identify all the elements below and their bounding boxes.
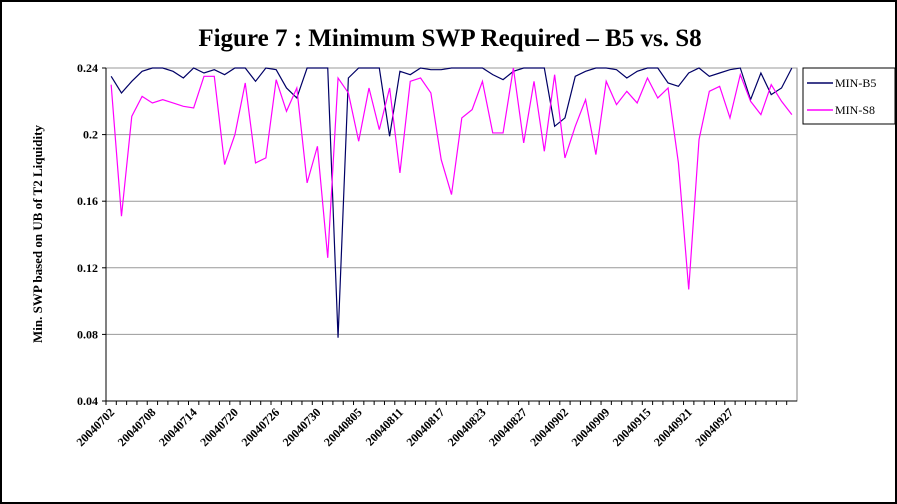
chart-title: Figure 7 : Minimum SWP Required – B5 vs.… bbox=[198, 25, 701, 52]
legend-box bbox=[802, 67, 896, 125]
y-tick-label: 0.04 bbox=[77, 394, 98, 408]
plot-area bbox=[105, 67, 798, 402]
legend-label: MIN-B5 bbox=[835, 76, 876, 90]
y-tick-label: 0.2 bbox=[83, 128, 98, 142]
y-tick-label: 0.16 bbox=[77, 194, 98, 208]
legend-label: MIN-S8 bbox=[835, 103, 875, 117]
y-tick-label: 0.12 bbox=[77, 261, 98, 275]
y-tick-label: 0.24 bbox=[77, 61, 98, 75]
series-line bbox=[110, 67, 793, 338]
y-tick-label: 0.08 bbox=[77, 327, 98, 341]
series-line bbox=[110, 67, 793, 290]
y-axis-label: Min. SWP based on UB of T2 Liquidity bbox=[30, 125, 45, 343]
